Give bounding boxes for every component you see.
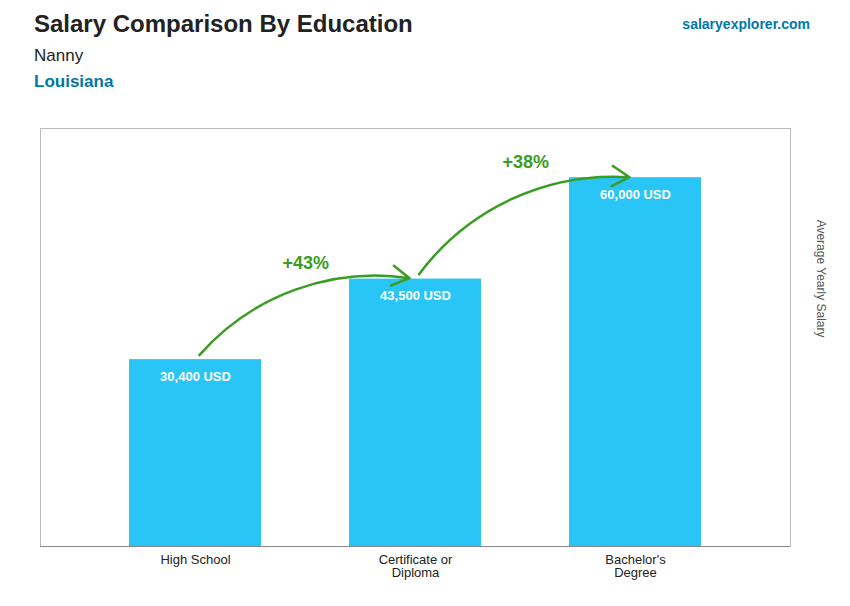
html-text:Louisiana: Louisiana: [34, 72, 114, 91]
svg-text:30,400 USD: 30,400 USD: [160, 369, 231, 384]
html-text:Salary Comparison By Education: Salary Comparison By Education: [34, 10, 413, 37]
svg-text:High School: High School: [160, 552, 230, 567]
svg-text:Certificate orDiploma: Certificate orDiploma: [379, 552, 453, 580]
svg-text:+43%: +43%: [283, 253, 330, 273]
svg-text:60,000 USD: 60,000 USD: [600, 187, 671, 202]
html-text:salaryexplorer.com: salaryexplorer.com: [682, 16, 810, 32]
html-text:Nanny: Nanny: [34, 46, 84, 65]
svg-text:+38%: +38%: [503, 152, 550, 172]
svg-text:Average Yearly Salary: Average Yearly Salary: [814, 220, 828, 338]
svg-text:43,500 USD: 43,500 USD: [380, 288, 451, 303]
svg-text:Bachelor'sDegree: Bachelor'sDegree: [605, 552, 666, 580]
